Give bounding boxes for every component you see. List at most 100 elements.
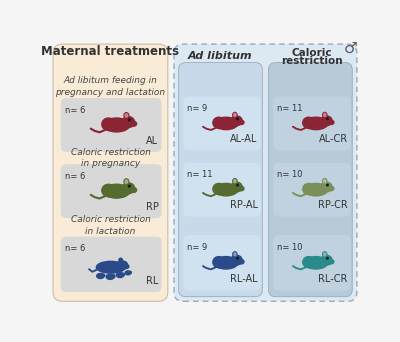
Ellipse shape bbox=[323, 179, 327, 184]
Text: Maternal treatments: Maternal treatments bbox=[42, 45, 180, 58]
Text: RL-CR: RL-CR bbox=[318, 274, 348, 284]
Circle shape bbox=[237, 118, 238, 120]
Circle shape bbox=[237, 258, 238, 259]
Ellipse shape bbox=[323, 113, 327, 117]
Text: n= 9: n= 9 bbox=[187, 104, 208, 113]
Ellipse shape bbox=[329, 186, 334, 191]
Ellipse shape bbox=[231, 116, 242, 126]
Circle shape bbox=[327, 258, 328, 259]
Circle shape bbox=[237, 184, 238, 186]
Text: n= 11: n= 11 bbox=[277, 104, 302, 113]
FancyBboxPatch shape bbox=[273, 96, 351, 150]
FancyBboxPatch shape bbox=[174, 44, 357, 301]
FancyBboxPatch shape bbox=[179, 63, 262, 297]
Text: Ad libitum feeding in
pregnancy and lactation: Ad libitum feeding in pregnancy and lact… bbox=[55, 76, 166, 97]
Text: RP: RP bbox=[146, 202, 158, 212]
Text: n= 10: n= 10 bbox=[277, 170, 302, 180]
Text: AL-CR: AL-CR bbox=[318, 134, 348, 144]
Text: n= 10: n= 10 bbox=[277, 243, 302, 252]
Ellipse shape bbox=[131, 121, 136, 126]
Ellipse shape bbox=[233, 179, 237, 184]
Ellipse shape bbox=[304, 117, 328, 130]
Ellipse shape bbox=[303, 256, 315, 268]
Text: Caloric restriction
in pregnancy: Caloric restriction in pregnancy bbox=[70, 148, 150, 169]
Ellipse shape bbox=[233, 113, 237, 117]
Ellipse shape bbox=[324, 180, 326, 183]
Ellipse shape bbox=[239, 260, 244, 264]
Ellipse shape bbox=[214, 183, 238, 196]
Ellipse shape bbox=[304, 183, 328, 196]
Ellipse shape bbox=[112, 275, 115, 278]
Text: RP-AL: RP-AL bbox=[230, 200, 258, 210]
Text: n= 11: n= 11 bbox=[187, 170, 213, 180]
FancyBboxPatch shape bbox=[183, 163, 261, 216]
FancyBboxPatch shape bbox=[183, 235, 261, 290]
FancyBboxPatch shape bbox=[61, 164, 162, 218]
Text: RL-AL: RL-AL bbox=[230, 274, 258, 284]
Ellipse shape bbox=[118, 261, 128, 269]
Ellipse shape bbox=[213, 117, 225, 128]
Ellipse shape bbox=[323, 252, 327, 257]
Text: AL: AL bbox=[146, 136, 158, 146]
Ellipse shape bbox=[231, 182, 242, 192]
Ellipse shape bbox=[103, 184, 130, 198]
Ellipse shape bbox=[124, 113, 129, 118]
Text: restriction: restriction bbox=[281, 56, 343, 66]
Ellipse shape bbox=[214, 117, 238, 130]
Text: RP-CR: RP-CR bbox=[318, 200, 348, 210]
Ellipse shape bbox=[102, 118, 115, 130]
Text: n= 6: n= 6 bbox=[65, 106, 85, 115]
FancyBboxPatch shape bbox=[273, 235, 351, 290]
FancyBboxPatch shape bbox=[273, 163, 351, 216]
Text: Caloric: Caloric bbox=[292, 48, 332, 58]
Circle shape bbox=[128, 119, 130, 121]
Ellipse shape bbox=[234, 180, 236, 183]
Ellipse shape bbox=[125, 180, 128, 183]
Ellipse shape bbox=[125, 114, 128, 117]
Text: RL: RL bbox=[146, 276, 158, 286]
Ellipse shape bbox=[213, 256, 225, 268]
Ellipse shape bbox=[129, 272, 131, 274]
Ellipse shape bbox=[234, 253, 236, 256]
Ellipse shape bbox=[124, 179, 129, 184]
Ellipse shape bbox=[122, 183, 134, 194]
Text: n= 9: n= 9 bbox=[187, 243, 208, 252]
Ellipse shape bbox=[102, 274, 105, 277]
Ellipse shape bbox=[106, 274, 114, 279]
Ellipse shape bbox=[234, 113, 236, 117]
Text: AL-AL: AL-AL bbox=[230, 134, 258, 144]
Ellipse shape bbox=[321, 255, 332, 265]
Ellipse shape bbox=[119, 258, 122, 262]
Ellipse shape bbox=[231, 255, 242, 265]
Ellipse shape bbox=[239, 186, 244, 191]
Ellipse shape bbox=[324, 113, 326, 117]
Ellipse shape bbox=[125, 271, 131, 275]
Ellipse shape bbox=[213, 183, 225, 195]
Ellipse shape bbox=[116, 273, 124, 278]
Ellipse shape bbox=[97, 274, 104, 278]
Text: Ad libitum: Ad libitum bbox=[188, 51, 253, 62]
Ellipse shape bbox=[303, 183, 315, 195]
Text: n= 6: n= 6 bbox=[65, 172, 85, 181]
Ellipse shape bbox=[329, 260, 334, 264]
FancyBboxPatch shape bbox=[183, 96, 261, 150]
Ellipse shape bbox=[96, 261, 125, 273]
Ellipse shape bbox=[324, 253, 326, 256]
Ellipse shape bbox=[329, 120, 334, 124]
FancyBboxPatch shape bbox=[268, 63, 352, 297]
Ellipse shape bbox=[131, 188, 136, 192]
FancyBboxPatch shape bbox=[53, 44, 168, 301]
Ellipse shape bbox=[102, 184, 115, 197]
Ellipse shape bbox=[303, 117, 315, 128]
Ellipse shape bbox=[125, 265, 129, 268]
Ellipse shape bbox=[122, 273, 124, 276]
Circle shape bbox=[327, 118, 328, 120]
Ellipse shape bbox=[321, 116, 332, 126]
Ellipse shape bbox=[122, 117, 134, 128]
Text: n= 6: n= 6 bbox=[65, 244, 85, 253]
Ellipse shape bbox=[304, 256, 328, 269]
Text: ♂: ♂ bbox=[344, 41, 358, 56]
Ellipse shape bbox=[103, 118, 130, 132]
FancyBboxPatch shape bbox=[61, 237, 162, 292]
FancyBboxPatch shape bbox=[61, 98, 162, 152]
